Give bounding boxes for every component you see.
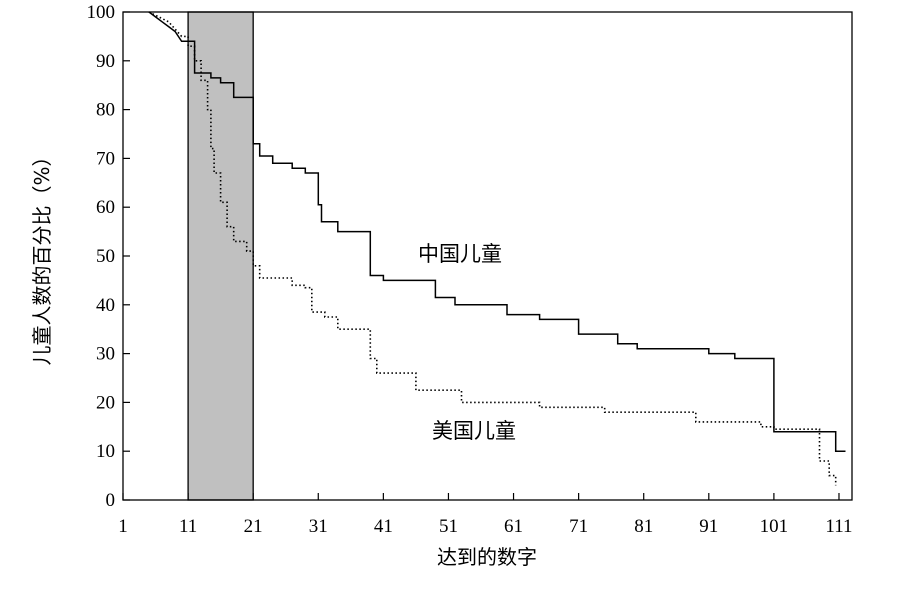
x-tick-label: 1 — [118, 516, 128, 537]
x-tick-label: 51 — [439, 516, 458, 537]
series-layer — [148, 11, 846, 486]
y-tick-label: 30 — [96, 344, 115, 365]
y-tick-label: 50 — [96, 246, 115, 267]
x-tick-label: 91 — [699, 516, 718, 537]
x-tick-label: 11 — [179, 516, 197, 537]
y-axis-ticks: 0 10 20 30 40 50 60 70 80 90 100 — [87, 2, 130, 511]
x-tick-label: 101 — [760, 516, 789, 537]
y-tick-label: 80 — [96, 100, 115, 121]
y-axis-title: 儿童人数的百分比（%） — [30, 146, 54, 365]
x-tick-label: 81 — [634, 516, 653, 537]
series-line-china — [148, 11, 846, 452]
x-axis-title: 达到的数字 — [437, 545, 537, 569]
y-tick-label: 20 — [96, 392, 115, 413]
x-tick-label: 71 — [569, 516, 588, 537]
x-axis-ticks: 1 11 21 31 41 51 61 71 81 91 101 111 — [118, 493, 853, 537]
y-tick-label: 90 — [96, 51, 115, 72]
series-line-usa — [148, 11, 837, 486]
x-tick-label: 61 — [504, 516, 523, 537]
y-tick-label: 10 — [96, 441, 115, 462]
highlight-band — [187, 11, 254, 501]
x-tick-label: 111 — [825, 516, 852, 537]
series-label-usa: 美国儿童 — [432, 419, 516, 443]
y-tick-label: 0 — [106, 490, 116, 511]
x-tick-label: 41 — [374, 516, 393, 537]
y-tick-label: 100 — [87, 2, 116, 23]
series-label-china: 中国儿童 — [418, 242, 502, 266]
x-tick-label: 21 — [244, 516, 263, 537]
y-tick-label: 40 — [96, 295, 115, 316]
x-tick-label: 31 — [309, 516, 328, 537]
y-tick-label: 60 — [96, 197, 115, 218]
y-tick-label: 70 — [96, 148, 115, 169]
